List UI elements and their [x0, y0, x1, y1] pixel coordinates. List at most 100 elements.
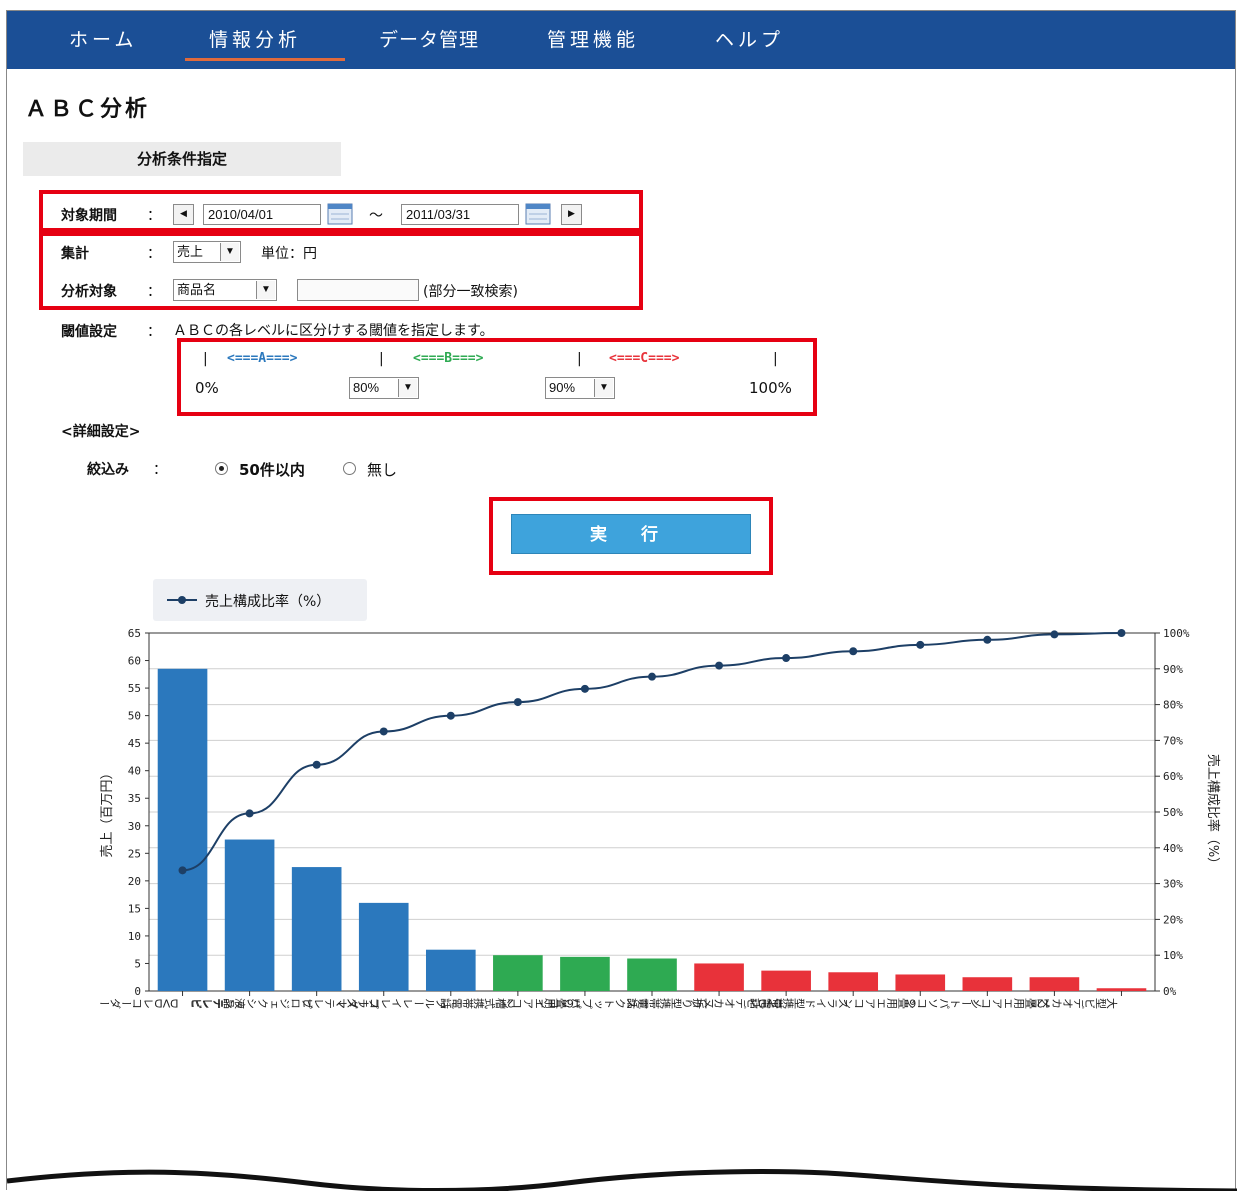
section-header: 分析条件指定: [23, 142, 341, 176]
y-tick-label: 40: [128, 765, 141, 778]
filter-none-label[interactable]: 無し: [367, 461, 398, 479]
bar: [224, 839, 275, 991]
y2-tick-label: 70%: [1163, 734, 1183, 747]
bar: [962, 977, 1013, 991]
target-label: 分析対象: [61, 284, 117, 300]
y2-axis-title: 売上構成比率（%）: [1205, 754, 1221, 870]
scale-a-label: <===A===>: [227, 351, 298, 366]
calendar-icon[interactable]: [525, 202, 551, 226]
partial-match-note: (部分一致検索): [423, 284, 518, 300]
nav-item-data-management[interactable]: データ管理: [379, 29, 480, 51]
x-tick-label: プロジェクションテレビ: [192, 997, 313, 1010]
bar: [1096, 988, 1147, 991]
y2-tick-label: 30%: [1163, 878, 1183, 891]
threshold-2-select[interactable]: 90% ▼: [545, 377, 615, 399]
y2-tick-label: 0%: [1163, 985, 1177, 998]
x-tick-label: プラズマテレビ: [303, 997, 380, 1010]
date-to-field[interactable]: 2011/03/31: [401, 204, 519, 225]
active-tab-underline: [185, 58, 345, 61]
y-tick-label: 30: [128, 820, 141, 833]
cumulative-point: [580, 684, 589, 693]
pareto-chart: 0% 10% 20% 30% 40% 50% 60% 70% 80% 90% 100% 0 5 10 15 2…: [99, 627, 1221, 1010]
y2-tick-label: 60%: [1163, 770, 1183, 783]
highlight-run: [489, 497, 773, 575]
aggregate-label: 集計: [61, 246, 89, 262]
x-tick-label: DVDレコーダー: [99, 997, 178, 1010]
next-period-button[interactable]: ▶: [561, 204, 582, 225]
cumulative-point: [178, 866, 187, 875]
threshold-label: 閾値設定: [61, 324, 117, 340]
y-tick-label: 5: [134, 957, 141, 970]
x-tick-label: 2槽式携帯電話: [440, 997, 514, 1010]
filter-50-label[interactable]: 50件以内: [239, 461, 305, 479]
prev-period-button[interactable]: ◀: [173, 204, 194, 225]
run-button[interactable]: 実 行: [511, 514, 751, 554]
cumulative-point: [379, 727, 388, 736]
filter-none-radio[interactable]: [343, 462, 356, 475]
cumulative-point: [715, 661, 724, 670]
y-tick-label: 65: [128, 627, 141, 640]
pct-zero: 0%: [195, 379, 219, 397]
y-tick-label: 60: [128, 655, 141, 668]
target-search-input[interactable]: [297, 279, 419, 301]
bar: [627, 958, 677, 991]
app-window: ホーム 情報分析 データ管理 管理機能 ヘルプ ＡＢＣ分析 分析条件指定 対象期…: [6, 10, 1237, 1191]
x-tick-label: 6畳用エアコン: [843, 997, 916, 1010]
nav-item-admin[interactable]: 管理機能: [547, 29, 640, 51]
y-axis-title: 売上（百万円）: [99, 766, 115, 857]
cumulative-point: [1117, 629, 1126, 637]
x-tick-label: 液晶テレビ: [191, 997, 247, 1010]
x-tick-label: デスクトップパソコン: [538, 997, 649, 1010]
y2-tick-label: 90%: [1163, 663, 1183, 676]
target-colon: ：: [147, 284, 161, 300]
cumulative-point: [245, 809, 254, 818]
filter-50-radio[interactable]: [215, 462, 228, 475]
bar: [358, 902, 409, 991]
chevron-down-icon: ▼: [398, 379, 417, 397]
cumulative-point: [513, 698, 522, 707]
cumulative-point: [916, 640, 925, 649]
y-tick-label: 55: [128, 682, 141, 695]
bar: [895, 974, 946, 991]
cumulative-point: [782, 654, 791, 663]
cumulative-point: [648, 672, 656, 681]
x-tick-label: 16畳用エアコン: [501, 997, 581, 1010]
bar: [828, 972, 879, 991]
bar: [761, 970, 811, 991]
aggregate-select[interactable]: 売上 ▼: [173, 241, 241, 263]
cumulative-point: [849, 647, 858, 656]
nav-item-home[interactable]: ホーム: [69, 29, 138, 51]
page-title: ＡＢＣ分析: [25, 97, 151, 122]
x-tick-label: 二折り型携帯電話: [626, 997, 715, 1010]
filter-colon: ：: [153, 462, 167, 478]
nav-item-info-analysis[interactable]: 情報分析: [209, 29, 302, 51]
highlight-aggregate-target: [39, 232, 643, 310]
threshold-1-select[interactable]: 80% ▼: [349, 377, 419, 399]
y-tick-label: 15: [128, 902, 141, 915]
bar: [157, 668, 208, 991]
aggregate-select-value: 売上: [177, 244, 204, 259]
top-nav-bar: ホーム 情報分析 データ管理 管理機能 ヘルプ: [7, 11, 1235, 69]
threshold-2-value: 90%: [549, 380, 576, 395]
y2-tick-label: 80%: [1163, 699, 1183, 712]
torn-edge-decoration: [7, 1168, 1237, 1191]
bar: [560, 956, 610, 991]
chevron-down-icon: ▼: [594, 379, 613, 397]
y2-tick-label: 20%: [1163, 913, 1183, 926]
calendar-icon[interactable]: [327, 202, 353, 226]
cumulative-point: [983, 635, 992, 644]
scale-separator: |: [203, 351, 208, 367]
y-tick-label: 10: [128, 930, 141, 943]
nav-item-help[interactable]: ヘルプ: [715, 29, 785, 51]
x-tick-label: スライド型携帯電話: [750, 997, 850, 1010]
y2-tick-label: 10%: [1163, 949, 1183, 962]
target-select[interactable]: 商品名 ▼: [173, 279, 277, 301]
threshold-description: ＡＢＣの各レベルに区分けする閾値を指定します。: [173, 323, 494, 339]
threshold-1-value: 80%: [353, 380, 380, 395]
y-tick-label: 20: [128, 875, 141, 888]
date-from-field[interactable]: 2010/04/01: [203, 204, 321, 225]
y-tick-label: 45: [128, 737, 141, 750]
y-tick-label: 35: [128, 792, 141, 805]
scale-separator: |: [577, 351, 582, 367]
y-tick-label: 50: [128, 710, 141, 723]
